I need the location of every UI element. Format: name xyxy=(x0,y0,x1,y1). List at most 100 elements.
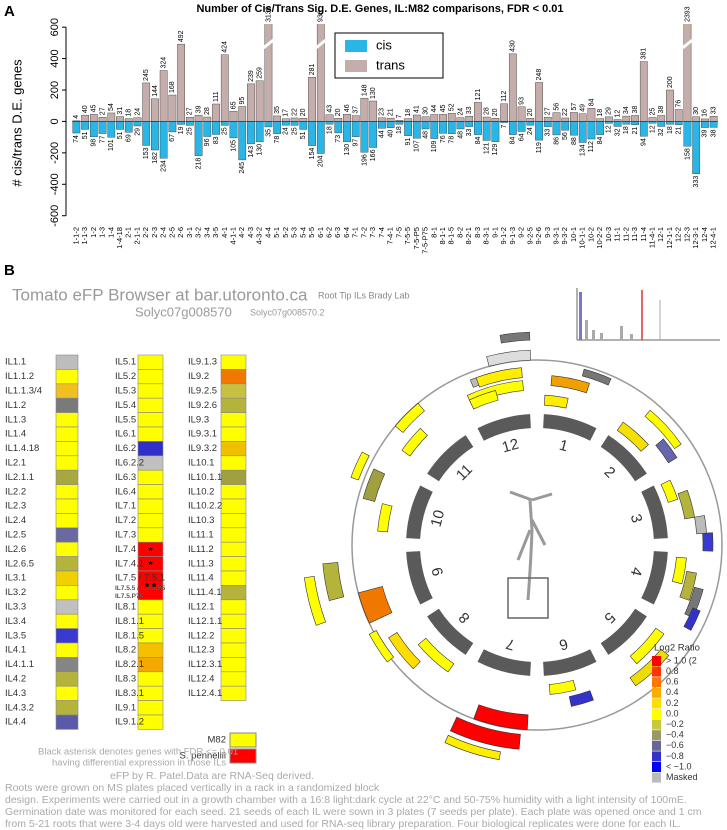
bar xyxy=(639,121,648,137)
bar xyxy=(412,121,421,139)
x-tick-label: 10-3 xyxy=(604,227,613,242)
value-label: 218 xyxy=(195,158,202,170)
value-label: 154 xyxy=(309,148,316,160)
legend-swatch xyxy=(345,60,367,72)
y-tick-label: 0 xyxy=(49,118,61,124)
value-label: 259 xyxy=(257,67,264,79)
x-tick-label: 10-1 xyxy=(569,227,578,242)
gene-version: Solyc07g008570.2 xyxy=(250,307,325,317)
bar xyxy=(465,116,474,122)
bar xyxy=(72,121,81,134)
y-tick-label: 200 xyxy=(49,81,61,99)
il-segment xyxy=(468,390,499,410)
bar xyxy=(325,121,334,125)
y-tick-label: -600 xyxy=(49,205,61,227)
x-tick-label: 12-2 xyxy=(674,227,683,242)
chromosome-label: 5 xyxy=(601,609,619,627)
heatmap-label: IL5.2 xyxy=(115,371,136,382)
heatmap-cell xyxy=(55,556,79,572)
il-segment xyxy=(368,630,395,663)
bar xyxy=(220,121,229,126)
value-label: 7 xyxy=(501,124,508,128)
il-segment xyxy=(322,562,345,602)
il-segment xyxy=(401,427,428,457)
x-tick-label: 12-4 xyxy=(700,227,709,242)
heatmap-label: IL9.3.1 xyxy=(188,429,217,440)
heatmap-label: IL4.1 xyxy=(5,645,26,656)
heatmap-cell xyxy=(220,671,247,687)
bar xyxy=(159,121,168,159)
bar xyxy=(578,113,587,122)
bar xyxy=(81,114,89,122)
bar xyxy=(299,121,308,130)
x-tick-label: 7-5-P5 xyxy=(412,227,421,250)
value-label: 112 xyxy=(588,141,595,152)
value-label: 29 xyxy=(134,128,141,136)
x-tick-label: 1-2 xyxy=(89,227,98,238)
value-label: 54 xyxy=(108,103,115,111)
value-label: 95 xyxy=(239,97,246,105)
heatmap-cell xyxy=(137,513,164,529)
heatmap-label: IL5.1 xyxy=(115,357,136,368)
value-label: 492 xyxy=(178,30,185,42)
chromosome xyxy=(641,551,668,605)
bar xyxy=(500,103,508,122)
chromosome xyxy=(600,435,647,482)
x-tick-label: 1-4 xyxy=(106,227,115,238)
y-tick-label: 600 xyxy=(49,18,61,36)
note: Roots were grown on MS plates placed ver… xyxy=(5,782,380,794)
heatmap-cell xyxy=(220,412,247,428)
bar xyxy=(613,121,622,127)
heatmap-cell xyxy=(137,527,164,543)
heatmap-label: IL6.3 xyxy=(115,472,136,483)
heatmap-cell xyxy=(55,671,79,687)
value-label: 33 xyxy=(545,129,552,137)
il-segment xyxy=(357,586,393,624)
x-tick-label: 12-4-1 xyxy=(709,227,718,249)
il-segment xyxy=(377,503,393,533)
value-label: 112 xyxy=(501,91,508,102)
bar xyxy=(351,115,360,122)
bar xyxy=(421,121,430,130)
value-label: 38 xyxy=(658,106,665,114)
axis-break xyxy=(314,38,327,50)
bar xyxy=(220,54,229,122)
heatmap-cell xyxy=(220,541,247,557)
bar xyxy=(229,121,238,139)
value-label: 84 xyxy=(588,98,595,106)
heatmap-label: IL10.1 xyxy=(188,458,214,469)
heatmap-label: IL8.1.5 xyxy=(115,630,144,641)
bar xyxy=(674,121,683,125)
value-label: 83 xyxy=(213,136,220,144)
value-label: 245 xyxy=(143,69,150,81)
heatmap-cell xyxy=(220,426,247,442)
il-segment xyxy=(362,468,386,502)
value-label: 28 xyxy=(484,107,491,115)
legend-label: trans xyxy=(376,57,405,72)
bar xyxy=(622,121,631,125)
bar xyxy=(107,121,116,138)
bar xyxy=(395,121,404,125)
value-label: 86 xyxy=(553,137,560,145)
value-label: 130 xyxy=(257,144,264,156)
value-label: 4 xyxy=(73,115,80,119)
value-label: 248 xyxy=(536,69,543,81)
sample-label: S. pennellii xyxy=(180,751,226,762)
x-tick-label: 11-1 xyxy=(613,227,622,241)
heatmap-cell xyxy=(137,469,164,485)
bar xyxy=(386,121,395,128)
bar xyxy=(238,121,247,161)
bar xyxy=(631,115,639,122)
bar xyxy=(238,106,247,122)
value-label: 430 xyxy=(510,40,517,52)
heatmap-label: IL9.2 xyxy=(188,371,209,382)
value-label: 93 xyxy=(518,97,525,105)
chromosome-label: 3 xyxy=(627,512,646,524)
bar xyxy=(570,112,578,122)
bar xyxy=(605,116,613,122)
legend-swatch xyxy=(652,687,661,698)
x-tick-label: 7-4 xyxy=(377,227,386,238)
bar xyxy=(491,121,500,142)
value-label: 32 xyxy=(614,128,621,136)
x-tick-label: 10-2 xyxy=(586,227,595,242)
